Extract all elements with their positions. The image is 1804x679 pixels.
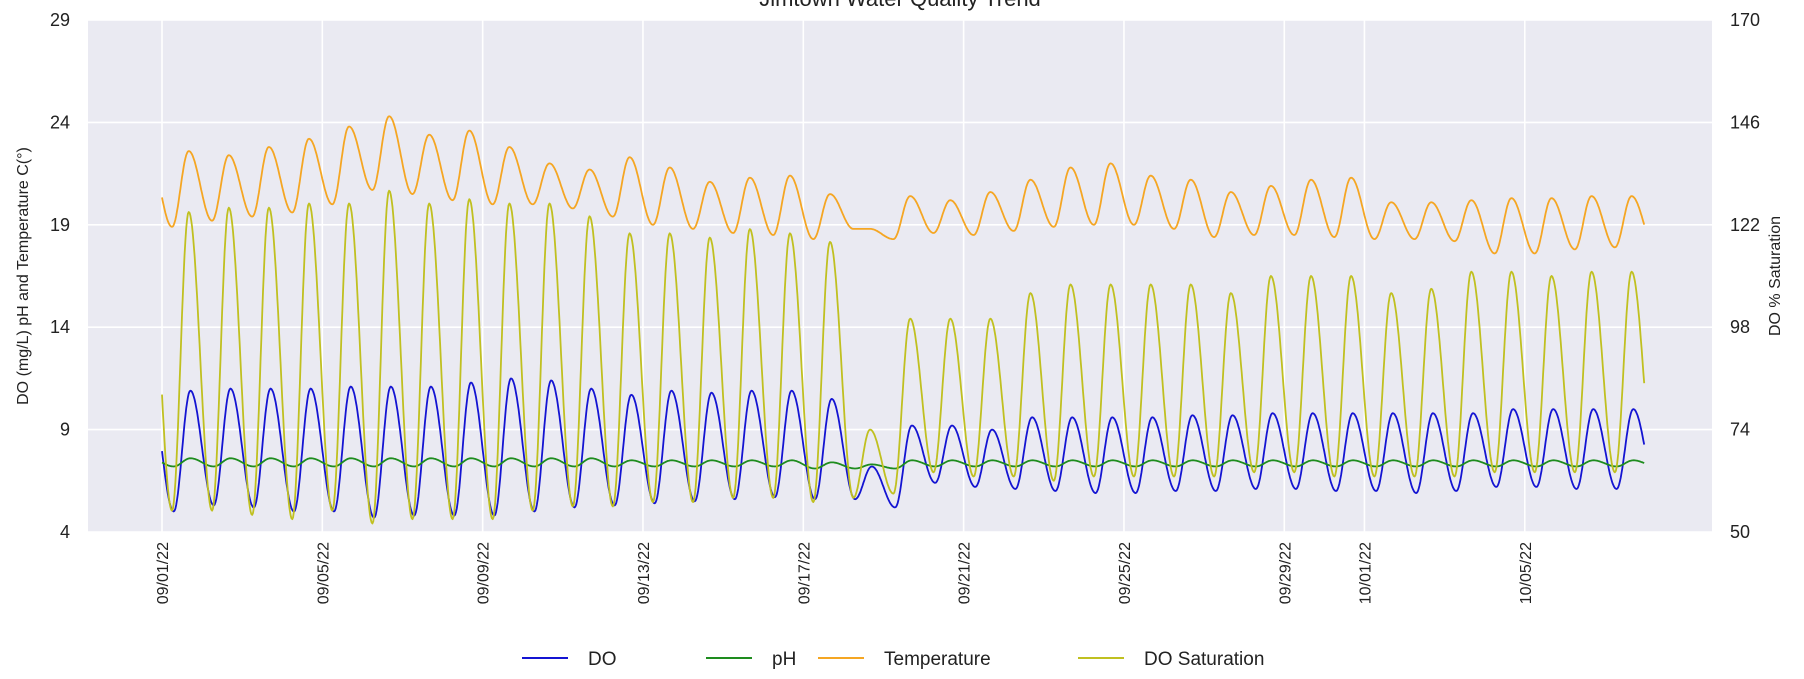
series-lines [161, 115, 1646, 525]
x-tick-label: 09/21/22 [957, 542, 974, 604]
y-right-tick-label: 146 [1730, 112, 1760, 132]
series-line-temperature [161, 115, 1646, 255]
y-left-tick-label: 9 [60, 420, 70, 440]
legend-label-ph: pH [772, 649, 796, 670]
legend-label-temperature: Temperature [884, 649, 991, 670]
x-tick-label: 09/25/22 [1117, 542, 1134, 604]
legend-label-do-saturation: DO Saturation [1144, 649, 1264, 670]
y-left-tick-label: 29 [50, 10, 70, 30]
y-left-tick-label: 14 [50, 317, 70, 337]
y-right-tick-label: 74 [1730, 420, 1750, 440]
y-right-tick-label: 98 [1730, 317, 1750, 337]
x-tick-label: 09/05/22 [315, 542, 332, 604]
y-axis-left-ticks: 4 9 14 19 24 29 [50, 10, 70, 542]
y-left-tick-label: 4 [60, 522, 70, 542]
chart-title: Jimtown Water Quality Trend [759, 0, 1041, 11]
y-right-tick-label: 122 [1730, 215, 1760, 235]
x-axis-ticks: 09/01/22 09/05/22 09/09/22 09/13/22 09/17/22… [155, 542, 1535, 604]
y-left-tick-label: 19 [50, 215, 70, 235]
x-tick-label: 09/01/22 [155, 542, 172, 604]
x-tick-label: 10/05/22 [1518, 542, 1535, 604]
x-tick-label: 09/29/22 [1277, 542, 1294, 604]
legend-label-do: DO [588, 649, 617, 670]
series-line-ph [161, 457, 1645, 470]
y-axis-right-ticks: 50 74 98 122 146 170 [1730, 10, 1760, 542]
y-axis-left-label: DO (mg/L) pH and Temperature C(°) [15, 147, 32, 405]
y-right-tick-label: 170 [1730, 10, 1760, 30]
y-right-tick-label: 50 [1730, 522, 1750, 542]
y-axis-right-label: DO % Saturation [1767, 216, 1784, 336]
plot-background [88, 20, 1712, 532]
y-left-tick-label: 24 [50, 112, 70, 132]
x-tick-label: 09/13/22 [636, 542, 653, 604]
x-tick-label: 10/01/22 [1357, 542, 1374, 604]
series-line-do-saturation [161, 189, 1646, 525]
x-tick-label: 09/17/22 [796, 542, 813, 604]
x-tick-label: 09/09/22 [476, 542, 493, 604]
legend: DO pH Temperature DO Saturation [522, 649, 1264, 670]
